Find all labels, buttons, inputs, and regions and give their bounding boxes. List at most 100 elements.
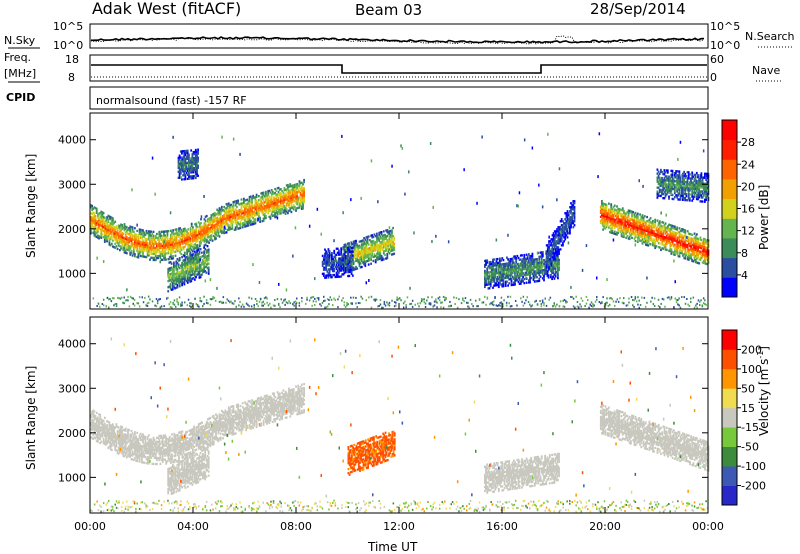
echo-cell [237, 221, 239, 224]
echo-cell [500, 279, 502, 282]
echo-cell [351, 243, 354, 246]
echo-cell [663, 177, 666, 180]
echo-cell [124, 237, 127, 240]
echo-cell [623, 233, 625, 237]
echo-cell [532, 274, 535, 277]
echo-cell [572, 202, 575, 205]
echo-cell [275, 215, 278, 218]
echo-cell [541, 265, 544, 268]
echo-cell [166, 240, 169, 243]
echo-cell [391, 231, 393, 234]
echo-cell [232, 201, 235, 204]
echo-cell [189, 258, 192, 261]
echo-cell [110, 222, 113, 225]
echo-cell [636, 232, 639, 235]
echo-cell [617, 221, 619, 225]
echo-cell [502, 271, 505, 274]
echo-cell [701, 261, 704, 264]
echo-cell [532, 260, 535, 263]
echo-cell [208, 231, 210, 234]
echo-cell [191, 255, 194, 258]
echo-cell [186, 157, 189, 160]
echo-cell [273, 214, 275, 217]
echo-cell [215, 231, 217, 234]
echo-cell [122, 236, 125, 239]
echo-cell [508, 282, 511, 285]
echo-cell [350, 270, 353, 273]
echo-cell [108, 225, 111, 228]
echo-cell [620, 225, 623, 228]
echo-cell [537, 269, 540, 273]
echo-cell [528, 269, 530, 272]
echo-cell [514, 255, 516, 258]
echo-cell [662, 231, 665, 234]
echo-cell [237, 217, 239, 220]
echo-cell [503, 268, 506, 272]
echo-cell [538, 257, 541, 260]
echo-cell [179, 245, 181, 248]
echo-cell [558, 238, 561, 241]
echo-cell [672, 237, 675, 240]
echo-cell [698, 242, 701, 245]
echo-cell [661, 225, 664, 228]
echo-cell [192, 161, 195, 164]
echo-cell [687, 238, 690, 241]
echo-cell [696, 255, 698, 258]
echo-cell [183, 233, 186, 236]
echo-cell [141, 249, 143, 252]
echo-cell [660, 224, 662, 227]
echo-cell [178, 176, 181, 179]
echo-cell [268, 215, 271, 219]
echo-cell [261, 209, 264, 213]
echo-cell [300, 197, 303, 200]
echo-cell [507, 272, 509, 275]
echo-cell [178, 285, 181, 288]
echo-cell [486, 273, 489, 276]
echo-cell [227, 214, 230, 217]
echo-cell [611, 229, 614, 233]
echo-cell [364, 238, 367, 241]
echo-cell [193, 274, 196, 277]
echo-cell [285, 198, 288, 201]
echo-cell [175, 278, 178, 281]
echo-cell [563, 236, 565, 239]
echo-cell [139, 236, 142, 239]
nsearch-line [90, 35, 705, 45]
echo-cell [136, 255, 139, 259]
echo-cell [630, 234, 632, 237]
echo-cell [164, 254, 166, 257]
echo-cell [176, 233, 179, 237]
echo-cell [199, 266, 202, 269]
echo-cell [197, 249, 200, 252]
echo-cell [500, 277, 502, 280]
echo-cell [393, 246, 396, 249]
echo-cell [233, 218, 236, 221]
echo-cell [661, 184, 663, 188]
echo-cell [292, 188, 295, 191]
echo-cell [685, 253, 688, 256]
echo-cell [349, 268, 352, 271]
echo-cell [333, 263, 336, 267]
echo-cell [241, 210, 244, 213]
echo-cell [302, 189, 304, 192]
echo-cell [97, 236, 99, 239]
echo-cell [544, 262, 546, 266]
echo-cell [511, 259, 514, 262]
echo-cell [262, 207, 265, 210]
echo-cell [519, 254, 522, 257]
echo-cell [138, 244, 141, 247]
echo-cell [203, 234, 206, 237]
echo-cell [524, 271, 527, 275]
echo-cell [640, 227, 643, 231]
echo-cell [110, 226, 113, 229]
echo-cell [603, 206, 606, 210]
echo-cell [109, 230, 112, 233]
echo-cell [506, 264, 508, 267]
echo-cell [670, 224, 673, 227]
echo-cell [703, 241, 705, 245]
echo-cell [303, 192, 305, 196]
echo-cell [487, 271, 490, 274]
echo-cell [524, 257, 527, 260]
echo-cell [245, 221, 248, 224]
echo-cell [628, 223, 631, 227]
